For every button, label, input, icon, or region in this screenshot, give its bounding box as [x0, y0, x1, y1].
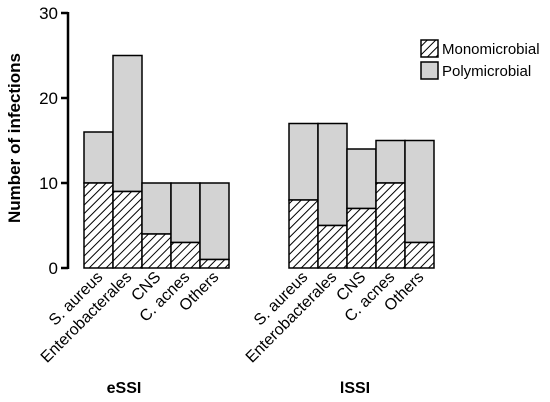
bar-polymicrobial: [141, 182, 172, 235]
y-tick-label: 0: [49, 259, 58, 278]
y-tick-label: 20: [39, 89, 58, 108]
bars-layer: [83, 54, 435, 269]
bar-polymicrobial: [170, 182, 201, 244]
legend-label-monomicrobial: Monomicrobial: [442, 41, 540, 58]
bar-monomicrobial: [83, 182, 114, 269]
bar-polymicrobial: [112, 54, 143, 193]
y-tick-label: 30: [39, 4, 58, 23]
bar-monomicrobial: [317, 224, 348, 269]
bar-monomicrobial: [404, 241, 435, 269]
group-label: eSSI: [107, 380, 142, 397]
bar-monomicrobial: [141, 233, 172, 269]
bar-polymicrobial: [317, 122, 348, 227]
legend: Monomicrobial Polymicrobial: [420, 39, 540, 80]
group-labels: eSSI lSSI: [107, 380, 370, 397]
bar-monomicrobial: [375, 182, 406, 269]
group-label: lSSI: [340, 380, 370, 397]
bar-polymicrobial: [346, 148, 377, 210]
y-tick-label: 10: [39, 174, 58, 193]
legend-label-polymicrobial: Polymicrobial: [442, 63, 531, 80]
bar-monomicrobial: [170, 241, 201, 269]
legend-swatch-polymicrobial: [420, 61, 439, 80]
bar-polymicrobial: [199, 182, 230, 261]
y-axis: 0 10 20 30: [39, 4, 70, 278]
bar-monomicrobial: [346, 207, 377, 269]
bar-monomicrobial: [199, 258, 230, 269]
y-axis-label: Number of infections: [5, 53, 24, 223]
bar-monomicrobial: [112, 190, 143, 269]
bar-polymicrobial: [288, 122, 319, 201]
bar-polymicrobial: [375, 139, 406, 184]
bar-polymicrobial: [83, 131, 114, 184]
bar-monomicrobial: [288, 199, 319, 269]
bar-polymicrobial: [404, 139, 435, 244]
legend-swatch-monomicrobial: [420, 39, 439, 58]
